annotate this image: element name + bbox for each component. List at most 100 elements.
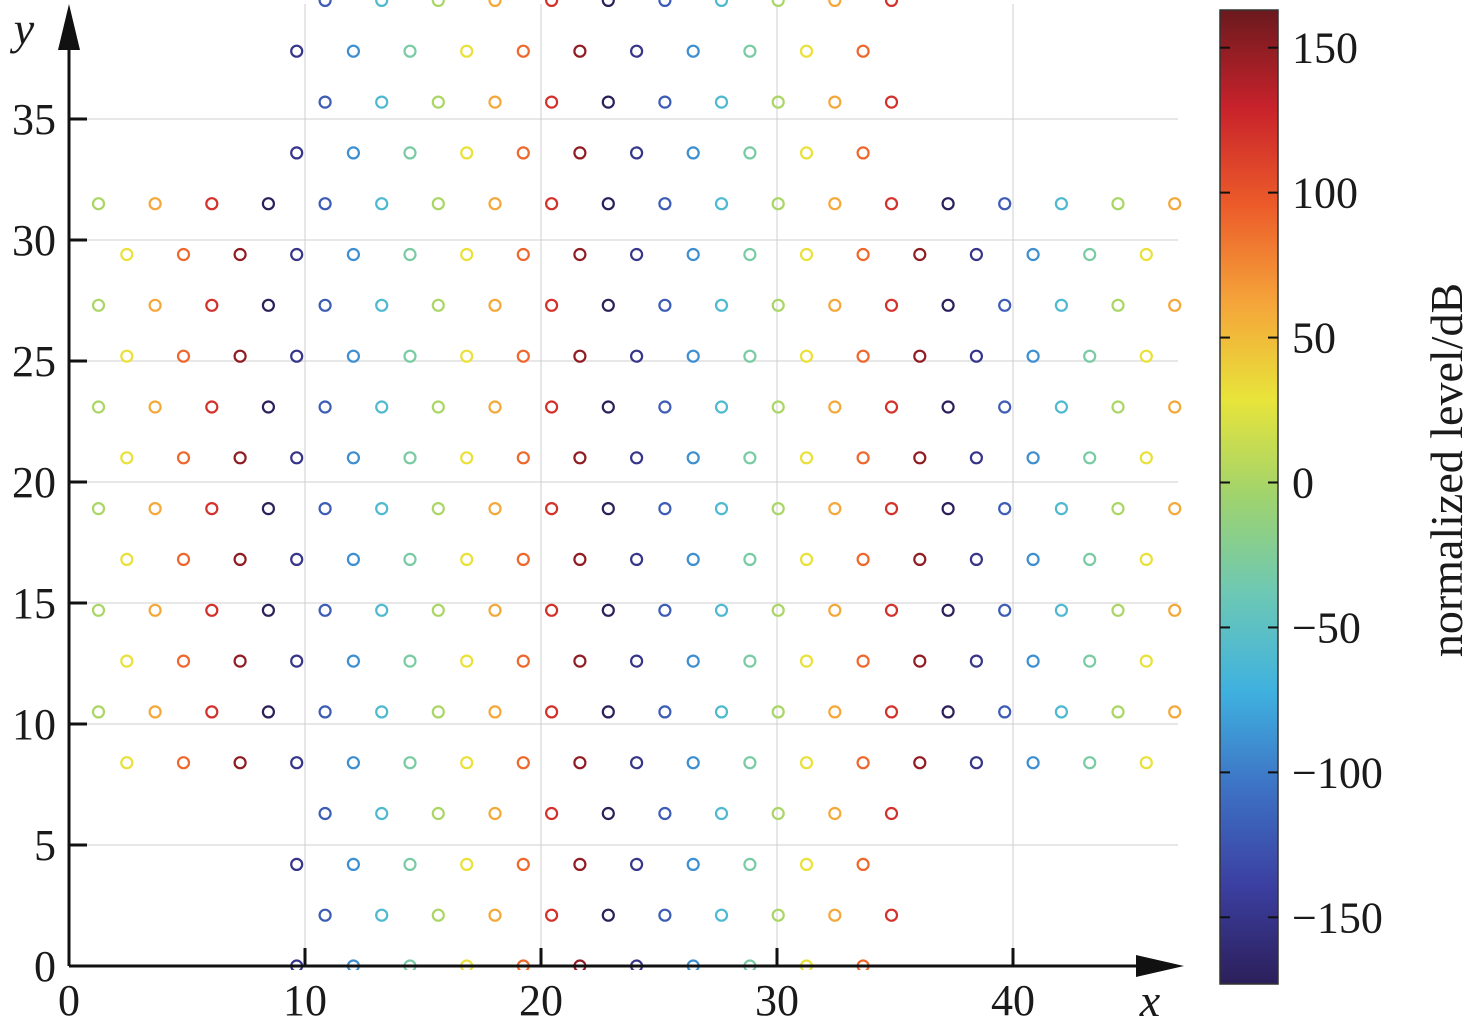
x-tick-label: 10 — [283, 976, 327, 1023]
data-point — [1026, 552, 1040, 567]
data-point — [290, 857, 304, 872]
data-point — [1083, 756, 1097, 770]
colorbar-tick-label: −50 — [1292, 603, 1361, 652]
colorbar-gradient — [1219, 9, 1279, 985]
data-point — [771, 603, 785, 617]
data-point — [91, 400, 106, 414]
data-point — [601, 502, 615, 516]
x-axis-arrow — [1136, 955, 1184, 977]
data-point — [913, 654, 927, 668]
data-point — [884, 0, 899, 7]
data-point — [318, 0, 332, 7]
data-point — [516, 654, 530, 668]
data-point — [714, 95, 729, 109]
data-point — [318, 603, 332, 617]
colorbar-tick-label: 0 — [1292, 459, 1314, 508]
data-point — [233, 349, 247, 363]
data-point — [318, 502, 332, 516]
data-point — [120, 451, 134, 465]
data-point — [601, 908, 615, 922]
data-point — [743, 146, 757, 160]
x-tick-label: 20 — [519, 976, 563, 1023]
data-point — [290, 146, 304, 160]
data-point — [1026, 451, 1040, 465]
data-point — [998, 298, 1012, 312]
data-point — [856, 451, 870, 465]
data-point — [1168, 705, 1182, 719]
data-point — [488, 806, 502, 821]
data-point — [856, 247, 870, 262]
data-point — [714, 502, 729, 516]
data-point — [516, 44, 530, 58]
data-point — [375, 0, 389, 7]
data-point — [290, 349, 304, 363]
y-tick-label: 5 — [34, 821, 56, 870]
data-point — [290, 756, 304, 770]
data-point — [629, 44, 644, 58]
data-point — [403, 247, 417, 262]
data-point — [460, 44, 474, 58]
colorbar-label: normalized level/dB — [1421, 283, 1468, 657]
colorbar-tick-label: 50 — [1292, 314, 1336, 363]
data-point — [205, 400, 219, 414]
data-point — [1026, 756, 1040, 770]
data-point — [1054, 502, 1069, 516]
data-point — [884, 908, 899, 922]
data-point — [403, 552, 417, 567]
data-point — [1054, 400, 1069, 414]
data-point — [318, 400, 332, 414]
data-point — [261, 298, 275, 312]
data-point — [573, 349, 587, 363]
y-tick-label: 10 — [12, 700, 56, 749]
data-point — [488, 298, 502, 312]
data-point — [743, 451, 757, 465]
data-point — [516, 146, 530, 160]
data-point — [318, 197, 332, 211]
data-point — [431, 705, 445, 719]
axes: 0 10 20 30 40 0 5 10 15 20 25 30 35 x y — [10, 3, 1184, 1026]
data-point — [346, 44, 360, 58]
data-point — [431, 400, 445, 414]
data-point — [658, 298, 672, 312]
data-point — [771, 298, 785, 312]
data-point — [573, 857, 587, 872]
data-point — [148, 298, 162, 312]
data-point — [601, 806, 615, 821]
data-point — [1139, 756, 1153, 770]
data-point — [403, 44, 417, 58]
data-point — [91, 705, 106, 719]
data-point — [771, 502, 785, 516]
data-point — [318, 705, 332, 719]
data-points — [91, 0, 1182, 970]
data-point — [205, 298, 219, 312]
data-point — [516, 756, 530, 770]
data-point — [828, 298, 842, 312]
data-point — [629, 247, 644, 262]
data-point — [771, 806, 785, 821]
data-point — [573, 146, 587, 160]
data-point — [431, 95, 445, 109]
data-point — [233, 552, 247, 567]
data-point — [176, 756, 191, 770]
data-point — [1139, 247, 1153, 262]
data-point — [828, 603, 842, 617]
data-point — [544, 502, 559, 516]
data-point — [629, 654, 644, 668]
data-point — [261, 603, 275, 617]
data-point — [686, 247, 700, 262]
data-point — [261, 400, 275, 414]
data-point — [743, 44, 757, 58]
data-point — [346, 349, 360, 363]
data-point — [148, 705, 162, 719]
data-point — [148, 197, 162, 211]
data-point — [375, 197, 389, 211]
data-point — [1083, 451, 1097, 465]
data-point — [176, 552, 191, 567]
data-point — [969, 552, 984, 567]
data-point — [91, 502, 106, 516]
x-tick-label: 30 — [755, 976, 799, 1023]
data-point — [771, 400, 785, 414]
data-point — [913, 451, 927, 465]
data-point — [488, 603, 502, 617]
data-point — [884, 603, 899, 617]
